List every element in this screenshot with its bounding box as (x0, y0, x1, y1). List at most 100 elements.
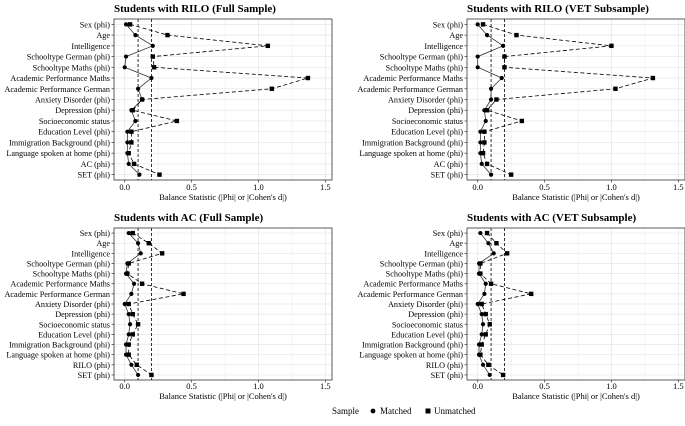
point-unmatched (125, 271, 130, 276)
y-tick-label: Age (96, 239, 110, 248)
x-tick-label: 1.5 (673, 182, 684, 192)
x-tick-label: 1.0 (606, 182, 617, 192)
point-matched (122, 301, 127, 307)
y-tick-label: RILO (phi) (426, 361, 463, 370)
x-tick-label: 1.5 (320, 381, 331, 391)
y-tick-label: Age (96, 31, 110, 40)
legend: Sample Matched Unmatched (332, 406, 476, 416)
y-tick-label: Schooltype Maths (phi) (33, 63, 111, 72)
y-tick-label: Language spoken at home (phi) (359, 351, 463, 360)
point-unmatched (483, 311, 488, 317)
panel-title: Students with RILO (VET Subsample) (467, 3, 649, 15)
x-tick-label: 1.0 (253, 381, 264, 391)
y-tick-label: Schooltype Maths (phi) (33, 270, 111, 279)
y-tick-label: AC (phi) (81, 160, 111, 169)
point-unmatched (479, 342, 484, 347)
point-unmatched (130, 311, 135, 317)
y-tick-label: Socioeconomic status (392, 117, 463, 126)
point-matched (479, 332, 484, 337)
legend-title: Sample (332, 406, 359, 416)
point-unmatched (135, 322, 141, 327)
x-tick-label: 0.0 (472, 381, 483, 391)
legend-unmatched-marker (425, 408, 431, 414)
point-matched (127, 322, 133, 327)
point-matched (478, 230, 483, 236)
point-matched (484, 33, 490, 38)
point-unmatched (131, 161, 137, 167)
point-unmatched (130, 230, 135, 236)
point-unmatched (502, 54, 507, 59)
point-matched (483, 118, 488, 124)
y-tick-label: SET (phi) (78, 371, 111, 380)
y-tick-label: Depression (phi) (55, 106, 110, 115)
x-tick-label: 1.0 (253, 182, 264, 192)
point-unmatched (305, 75, 311, 81)
point-unmatched (482, 140, 487, 145)
point-unmatched (130, 332, 135, 337)
y-tick-label: Language spoken at home (phi) (359, 149, 463, 158)
x-axis-label: Balance Statistic (|Phi| or |Cohen's d|) (159, 391, 287, 401)
y-tick-label: Immigration Background (phi) (9, 341, 110, 350)
y-tick-label: Sex (phi) (80, 20, 111, 29)
point-unmatched (508, 172, 514, 177)
point-matched (488, 86, 494, 91)
point-matched (138, 251, 143, 256)
panel-1: Sex (phi) Age Intelligence Schooltype Germa… (5, 3, 333, 202)
y-tick-label: Language spoken at home (phi) (6, 149, 110, 158)
point-unmatched (504, 251, 510, 256)
legend-unmatched-label: Unmatched (434, 406, 476, 416)
point-matched (125, 140, 130, 145)
y-tick-label: Sex (phi) (433, 229, 464, 238)
y-tick-label: Academic Performance German (358, 85, 463, 94)
point-unmatched (127, 22, 133, 27)
x-tick-label: 0.5 (539, 381, 550, 391)
y-tick-label: Schooltype German (phi) (380, 259, 463, 268)
point-unmatched (165, 32, 170, 38)
point-unmatched (609, 43, 614, 49)
point-unmatched (500, 372, 506, 378)
x-tick-label: 1.5 (320, 182, 331, 192)
y-tick-label: Anxiety Disorder (phi) (388, 300, 463, 309)
point-unmatched (126, 301, 131, 307)
point-matched (122, 65, 127, 70)
y-tick-label: Socioeconomic status (39, 117, 110, 126)
x-tick-label: 0.5 (539, 182, 550, 192)
point-matched (475, 301, 480, 307)
y-tick-label: Depression (phi) (408, 310, 463, 319)
y-tick-label: Academic Performance Maths (363, 74, 463, 83)
point-unmatched (126, 150, 131, 156)
point-unmatched (484, 161, 490, 167)
point-unmatched (146, 241, 151, 246)
y-tick-label: Anxiety Disorder (phi) (388, 96, 463, 105)
y-tick-label: Education Level (phi) (38, 330, 110, 339)
y-tick-label: Immigration Background (phi) (362, 341, 463, 350)
point-unmatched (151, 65, 157, 70)
point-unmatched (265, 43, 271, 49)
y-tick-label: Immigration Background (phi) (9, 138, 110, 147)
point-unmatched (149, 372, 154, 378)
point-unmatched (484, 230, 490, 236)
y-tick-label: Depression (phi) (408, 106, 463, 115)
y-tick-label: Academic Performance German (358, 290, 463, 299)
point-matched (479, 312, 484, 317)
x-tick-label: 1.0 (606, 381, 617, 391)
point-matched (487, 372, 492, 378)
y-tick-label: SET (phi) (78, 171, 111, 180)
point-unmatched (129, 129, 134, 134)
y-tick-label: Academic Performance German (5, 290, 110, 299)
point-matched (135, 86, 141, 91)
y-tick-label: Intelligence (424, 42, 463, 51)
point-matched (133, 33, 138, 38)
point-matched (131, 281, 137, 286)
series-line-unmatched (479, 232, 532, 376)
y-tick-label: Academic Performance Maths (10, 280, 110, 289)
point-unmatched (157, 172, 162, 177)
y-tick-label: Socioeconomic status (392, 320, 463, 329)
y-tick-label: SET (phi) (431, 171, 464, 180)
x-axis-label: Balance Statistic (|Phi| or |Cohen's d|) (512, 192, 640, 202)
y-tick-label: Age (449, 239, 463, 248)
y-tick-label: Sex (phi) (80, 229, 111, 238)
point-matched (488, 97, 494, 102)
point-unmatched (519, 118, 525, 124)
